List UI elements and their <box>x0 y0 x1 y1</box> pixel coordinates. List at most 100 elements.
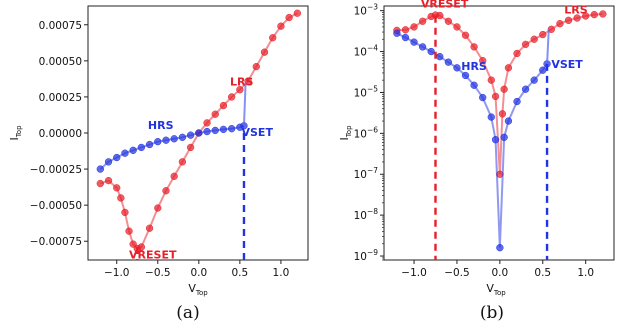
data-point-hrs <box>113 153 121 162</box>
y-tick-label: 10−5 <box>354 84 379 99</box>
annotation-lrs: LRS <box>230 75 253 88</box>
data-point-lrs <box>401 26 410 34</box>
annotation-vreset: VRESET <box>129 249 177 262</box>
x-tick-label: 1.0 <box>577 267 594 279</box>
data-point-hrs <box>145 140 154 149</box>
series-line-lrs <box>99 12 298 250</box>
annotation-vset: VSET <box>551 58 583 71</box>
y-axis-label: ITop <box>338 125 353 141</box>
data-point-hrs <box>121 149 129 157</box>
y-axis-label-sub: Top <box>15 125 23 138</box>
y-tick-label: 10−7 <box>354 166 379 181</box>
data-point-lrs <box>219 101 228 110</box>
data-point-lrs <box>444 17 453 25</box>
data-point-hrs <box>186 131 195 139</box>
data-point-hrs <box>178 133 187 141</box>
x-tick-label: −1.0 <box>104 267 130 279</box>
y-tick-base: 10 <box>354 128 367 140</box>
series-lrs <box>393 10 607 178</box>
data-point-hrs <box>521 85 530 93</box>
data-point-hrs <box>436 53 444 61</box>
annotation-hrs: HRS <box>461 60 487 73</box>
y-tick-base: 10 <box>354 47 367 59</box>
data-point-lrs <box>582 12 590 20</box>
data-point-lrs <box>203 119 211 127</box>
data-point-hrs <box>487 113 495 121</box>
data-point-lrs <box>504 64 513 72</box>
data-point-lrs <box>436 11 444 20</box>
data-point-lrs <box>487 76 495 84</box>
data-point-lrs <box>539 30 547 39</box>
data-point-hrs <box>530 76 538 84</box>
y-axis-label-sub: Top <box>345 125 353 138</box>
data-point-lrs <box>260 48 269 56</box>
data-point-lrs <box>564 16 573 24</box>
data-point-hrs <box>96 165 104 173</box>
data-point-hrs <box>219 125 228 134</box>
data-point-lrs <box>96 179 104 188</box>
y-tick-exponent: −8 <box>367 207 378 216</box>
y-tick-exponent: −3 <box>367 3 378 12</box>
data-point-hrs <box>491 136 500 144</box>
x-axis-label-sub: Top <box>493 289 506 297</box>
data-point-hrs <box>539 66 547 74</box>
y-tick-label: 10−6 <box>354 125 379 140</box>
data-point-hrs <box>496 244 504 252</box>
data-point-hrs <box>410 38 418 46</box>
data-point-lrs <box>186 143 195 152</box>
y-tick-exponent: −6 <box>367 125 378 134</box>
data-point-lrs <box>113 184 121 192</box>
data-point-lrs <box>530 35 538 43</box>
panel-caption: (b) <box>480 303 504 323</box>
data-point-hrs <box>393 29 401 37</box>
x-tick-label: 0.5 <box>232 267 249 279</box>
data-point-hrs <box>513 97 521 106</box>
x-tick-label: −0.5 <box>145 267 171 279</box>
data-point-lrs <box>145 224 154 232</box>
y-tick-label: 10−8 <box>354 207 379 222</box>
x-axis-label-main: V <box>486 282 494 295</box>
x-tick-label: 0.0 <box>190 267 207 279</box>
data-point-lrs <box>285 13 293 22</box>
data-point-lrs <box>418 17 427 25</box>
x-axis-label-main: V <box>188 282 196 295</box>
data-point-hrs <box>162 136 170 144</box>
x-axis-label: VTop <box>188 282 208 297</box>
annotation-lrs: LRS <box>564 4 587 17</box>
y-axis-label-main: I <box>8 137 21 140</box>
data-point-hrs <box>470 81 478 89</box>
y-tick-label: 0.00025 <box>39 92 82 104</box>
data-point-lrs <box>178 158 187 166</box>
data-point-hrs <box>418 43 427 51</box>
y-tick-label: 10−3 <box>354 3 379 18</box>
data-point-hrs <box>228 125 236 133</box>
x-tick-label: 0.0 <box>492 267 509 279</box>
data-point-hrs <box>211 126 219 135</box>
series-hrs <box>96 122 248 173</box>
data-point-lrs <box>236 86 244 94</box>
data-point-lrs <box>513 49 521 58</box>
y-tick-label: 0.00075 <box>39 20 82 32</box>
data-point-hrs <box>461 71 470 80</box>
data-point-lrs <box>573 14 581 22</box>
panel-a: −1.0 −0.5 0.0 0.5 1.0 −0.00075 −0.00050 −0.0002… <box>8 5 309 323</box>
y-tick-base: 10 <box>354 210 367 222</box>
data-point-lrs <box>461 31 470 39</box>
data-point-lrs <box>125 227 133 235</box>
data-point-hrs <box>479 93 487 102</box>
data-point-lrs <box>211 110 219 118</box>
data-point-lrs <box>252 62 260 71</box>
annotation-vreset: VRESET <box>421 0 469 10</box>
y-tick-label: 10−9 <box>354 248 379 263</box>
y-tick-label: −0.00075 <box>30 236 82 248</box>
data-point-lrs <box>470 43 478 51</box>
y-tick-base: 10 <box>354 6 367 18</box>
data-point-lrs <box>491 92 500 101</box>
data-point-lrs <box>104 176 113 185</box>
data-point-lrs <box>154 204 162 212</box>
data-point-hrs <box>444 58 453 66</box>
data-point-lrs <box>410 23 418 31</box>
y-tick-exponent: −7 <box>367 166 378 175</box>
y-tick-base: 10 <box>354 169 367 181</box>
